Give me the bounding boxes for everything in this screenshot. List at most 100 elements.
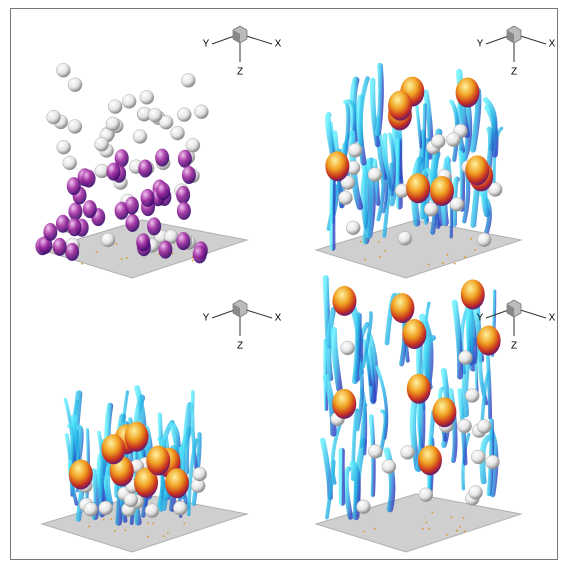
vortex-blob bbox=[176, 186, 190, 204]
particle bbox=[450, 197, 464, 211]
particle bbox=[95, 137, 109, 151]
floor-dot bbox=[374, 528, 376, 530]
floor-dot bbox=[379, 256, 381, 258]
floor-dot bbox=[124, 529, 126, 531]
particle bbox=[346, 221, 360, 235]
particle bbox=[47, 110, 61, 124]
vortex-head bbox=[430, 176, 454, 206]
vortex-head bbox=[332, 389, 356, 419]
floor-dot bbox=[183, 523, 185, 525]
particle bbox=[63, 156, 77, 170]
vortex-blob bbox=[67, 218, 81, 236]
floor-dot bbox=[464, 530, 466, 532]
floor-dot bbox=[431, 512, 433, 514]
vortex-blob bbox=[136, 233, 150, 251]
floor-dot bbox=[459, 526, 461, 528]
vortex-blob bbox=[177, 202, 191, 220]
floor-dot bbox=[446, 534, 448, 536]
floor-dot bbox=[163, 535, 165, 537]
particle bbox=[446, 133, 460, 147]
particle bbox=[181, 73, 195, 87]
vortex-blob bbox=[155, 149, 169, 167]
vortex-tube bbox=[423, 105, 425, 168]
particle bbox=[398, 231, 412, 245]
floor-dot bbox=[454, 263, 456, 265]
vortex-tube bbox=[342, 451, 343, 503]
vortex-blob bbox=[65, 243, 79, 261]
particle bbox=[171, 126, 185, 140]
particle bbox=[56, 63, 70, 77]
particle bbox=[148, 108, 162, 122]
triad-label-x: X bbox=[549, 313, 556, 324]
particle bbox=[133, 130, 147, 144]
floor-dot bbox=[456, 530, 458, 532]
vortex-blob bbox=[68, 202, 82, 220]
floor-dot bbox=[378, 241, 380, 243]
floor-dot bbox=[428, 528, 430, 530]
floor-dot bbox=[447, 254, 449, 256]
particle bbox=[68, 120, 82, 134]
vortex-head bbox=[388, 91, 412, 121]
vortex-blob bbox=[53, 238, 67, 256]
particle bbox=[424, 202, 438, 216]
triad-label-x: X bbox=[275, 39, 282, 50]
particle bbox=[338, 191, 352, 205]
floor-dot bbox=[422, 528, 424, 530]
particle bbox=[173, 501, 187, 515]
particle bbox=[341, 341, 355, 355]
triad-label-z: Z bbox=[511, 341, 517, 352]
floor-dot bbox=[126, 257, 128, 259]
vortex-head bbox=[407, 374, 431, 404]
triad-label-y: Y bbox=[203, 313, 210, 324]
vortex-head bbox=[390, 293, 414, 323]
particle bbox=[485, 455, 499, 469]
particle bbox=[84, 502, 98, 516]
floor-dot bbox=[428, 264, 430, 266]
particle bbox=[177, 108, 191, 122]
floor-dot bbox=[464, 256, 466, 258]
vortex-head bbox=[146, 446, 170, 476]
vortex-blob bbox=[147, 217, 161, 235]
floor-dot bbox=[450, 517, 452, 519]
floor-dot bbox=[470, 238, 472, 240]
particle bbox=[469, 485, 483, 499]
particle bbox=[140, 90, 154, 104]
floor-dot bbox=[103, 519, 105, 521]
floor-dot bbox=[425, 522, 427, 524]
particle bbox=[122, 94, 136, 108]
vortex-blob bbox=[193, 245, 207, 263]
particle bbox=[458, 419, 472, 433]
vortex-head bbox=[325, 151, 349, 181]
vortex-head bbox=[101, 434, 125, 464]
particle bbox=[124, 493, 138, 507]
vortex-blob bbox=[158, 241, 172, 259]
page: {"panels": [ {"triad": {"y": "Y", "x": "… bbox=[0, 0, 568, 566]
vortex-tube bbox=[332, 175, 333, 248]
vortex-blob bbox=[106, 163, 120, 181]
particle bbox=[99, 501, 113, 515]
vortex-blob bbox=[67, 177, 81, 195]
particle bbox=[101, 233, 115, 247]
vortex-blob bbox=[43, 223, 57, 241]
triad-label-x: X bbox=[275, 313, 282, 324]
floor-dot bbox=[364, 259, 366, 261]
floor-dot bbox=[474, 249, 476, 251]
triad-label-z: Z bbox=[511, 67, 517, 78]
vortex-head bbox=[69, 459, 93, 489]
floor-dot bbox=[167, 532, 169, 534]
triad-label-x: X bbox=[549, 39, 556, 50]
vortex-head bbox=[406, 173, 430, 203]
particle bbox=[458, 351, 472, 365]
vortex-blob bbox=[178, 150, 192, 168]
vortex-head bbox=[461, 280, 485, 310]
triad-label-y: Y bbox=[203, 39, 210, 50]
floor-dot bbox=[114, 530, 116, 532]
floor-dot bbox=[192, 260, 194, 262]
particle bbox=[401, 445, 415, 459]
floor-dot bbox=[147, 522, 149, 524]
floor-dot bbox=[363, 531, 365, 533]
particle bbox=[108, 100, 122, 114]
particle bbox=[145, 504, 159, 518]
floor-dot bbox=[152, 522, 154, 524]
vortex-blob bbox=[82, 170, 96, 188]
